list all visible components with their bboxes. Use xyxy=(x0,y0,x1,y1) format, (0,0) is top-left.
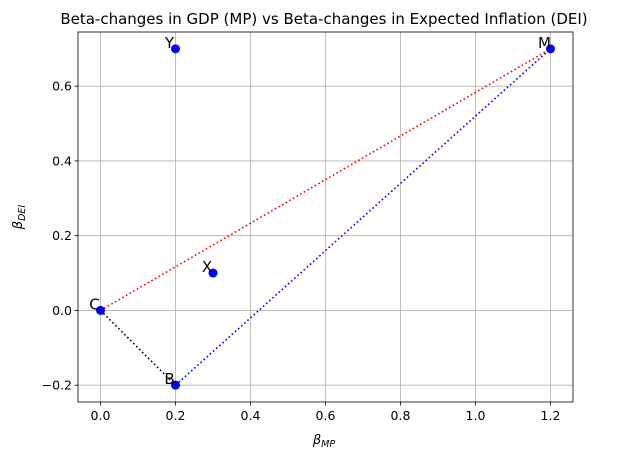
point-b xyxy=(171,380,180,390)
point-labels: C B X Y M xyxy=(89,34,551,388)
point-label-m: M xyxy=(538,34,551,52)
point-label-c: C xyxy=(89,295,99,313)
x-axis-label-symbol: β xyxy=(312,433,321,448)
line-c-b xyxy=(99,309,177,386)
x-tick-label: 1.0 xyxy=(466,408,486,423)
y-tick-label: −0.2 xyxy=(42,378,72,393)
point-c xyxy=(96,305,105,315)
point-label-b: B xyxy=(164,370,174,388)
y-tick-label: 0.4 xyxy=(52,153,72,168)
x-tick-label: 0.6 xyxy=(316,408,336,423)
point-label-x: X xyxy=(202,258,212,276)
x-axis-label-subscript: MP xyxy=(321,439,335,450)
point-label-y: Y xyxy=(164,34,175,52)
point-y xyxy=(171,44,180,54)
x-tick-label: 0.8 xyxy=(391,408,411,423)
chart-title: Beta-changes in GDP (MP) vs Beta-changes… xyxy=(60,10,587,28)
y-axis-ticks: −0.2 0.0 0.2 0.4 0.6 xyxy=(42,79,78,393)
y-axis-label: βDEI xyxy=(11,205,28,231)
data-points xyxy=(96,44,555,390)
line-c-m xyxy=(100,48,551,312)
y-axis-label-symbol: β xyxy=(11,221,26,230)
grid xyxy=(78,32,573,402)
x-tick-label: 0.2 xyxy=(166,408,186,423)
y-tick-label: 0.0 xyxy=(52,303,72,318)
x-tick-label: 0.0 xyxy=(91,408,111,423)
point-m xyxy=(546,44,555,54)
y-tick-label: 0.6 xyxy=(52,79,72,94)
y-tick-label: 0.2 xyxy=(52,228,72,243)
x-axis-label: βMP xyxy=(312,433,335,450)
x-axis-ticks: 0.0 0.2 0.4 0.6 0.8 1.0 1.2 xyxy=(91,402,561,423)
point-x xyxy=(208,268,218,278)
x-tick-label: 0.4 xyxy=(241,408,261,423)
y-axis-label-subscript: DEI xyxy=(17,205,28,221)
x-tick-label: 1.2 xyxy=(541,408,561,423)
connector-lines xyxy=(99,48,552,386)
